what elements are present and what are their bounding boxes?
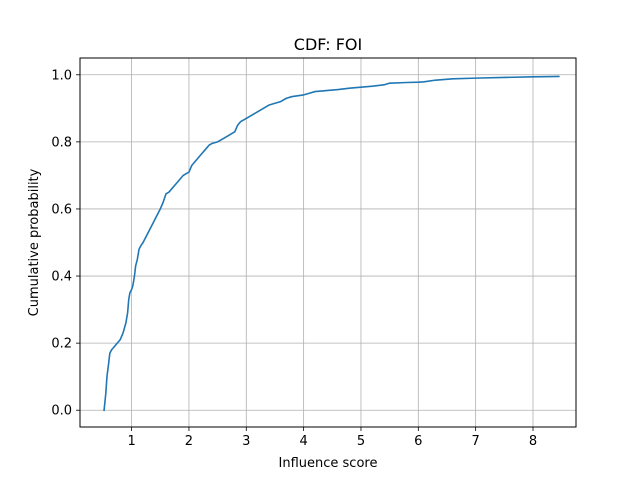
plot-frame — [79, 57, 577, 428]
y-axis-title: Cumulative probability — [27, 168, 42, 316]
x-tick-label: 7 — [472, 434, 480, 449]
y-tick-label: 1.0 — [51, 68, 72, 83]
x-tick-label: 6 — [414, 434, 422, 449]
cdf-series-line — [103, 75, 560, 412]
x-axis-title: Influence score — [279, 456, 378, 471]
y-tick-label: 0.8 — [51, 135, 72, 150]
x-tick-label: 4 — [299, 434, 307, 449]
x-tick-label: 5 — [357, 434, 365, 449]
x-tick-label: 3 — [242, 434, 250, 449]
chart-title: CDF: FOI — [294, 35, 362, 54]
x-tick-label: 2 — [185, 434, 193, 449]
grid-layer — [80, 58, 576, 427]
y-tick-label: 0.6 — [51, 202, 72, 217]
x-tick-label: 1 — [127, 434, 135, 449]
x-tick-label: 8 — [529, 434, 537, 449]
y-tick-label: 0.0 — [51, 404, 72, 419]
tick-layer: 1 2 3 4 5 6 7 8 0.0 0.2 0.4 0.6 0.8 1.0 — [51, 68, 537, 449]
y-tick-label: 0.2 — [51, 337, 72, 352]
y-tick-label: 0.4 — [51, 270, 72, 285]
series-layer — [103, 75, 560, 412]
